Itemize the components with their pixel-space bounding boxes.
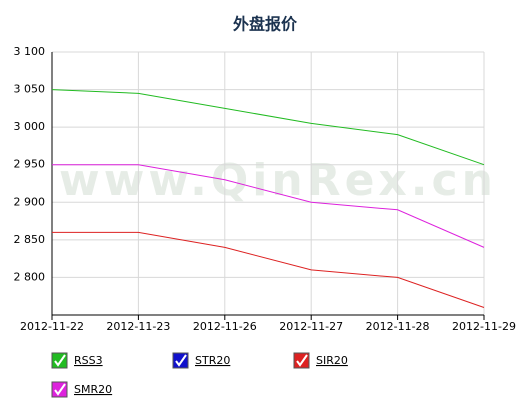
series-line [51, 89, 485, 166]
y-tick-label: 2 900 [14, 195, 46, 208]
y-tick-label: 3 050 [14, 83, 46, 96]
x-tick-label: 2012-11-29 [452, 320, 516, 333]
legend-item[interactable]: SMR20 [51, 381, 112, 398]
x-tick-label: 2012-11-22 [20, 320, 84, 333]
series-line [52, 231, 485, 308]
legend-item[interactable]: RSS3 [51, 352, 103, 369]
series-line [52, 164, 485, 248]
legend-check[interactable] [54, 383, 66, 396]
y-tick-label: 2 850 [14, 233, 46, 246]
legend-item[interactable]: SIR20 [293, 352, 348, 369]
x-tick-label: 2012-11-26 [193, 320, 257, 333]
legend-check[interactable] [175, 354, 187, 367]
legend-label[interactable]: RSS3 [74, 354, 103, 367]
watermark: www.QinRex.cn [59, 155, 497, 206]
legend-check[interactable] [296, 354, 308, 367]
y-tick-label: 2 800 [14, 270, 46, 283]
chart-title: 外盘报价 [232, 15, 298, 34]
y-tick-label: 3 000 [14, 120, 46, 133]
legend-label[interactable]: SIR20 [316, 354, 348, 367]
y-tick-label: 2 950 [14, 158, 46, 171]
legend-item[interactable]: STR20 [172, 352, 230, 369]
x-tick-label: 2012-11-23 [106, 320, 170, 333]
legend-check[interactable] [54, 354, 66, 367]
y-tick-label: 3 100 [14, 45, 46, 58]
legend-label[interactable]: SMR20 [74, 383, 112, 396]
x-tick-label: 2012-11-28 [366, 320, 430, 333]
legend-label[interactable]: STR20 [195, 354, 230, 367]
x-tick-label: 2012-11-27 [279, 320, 343, 333]
